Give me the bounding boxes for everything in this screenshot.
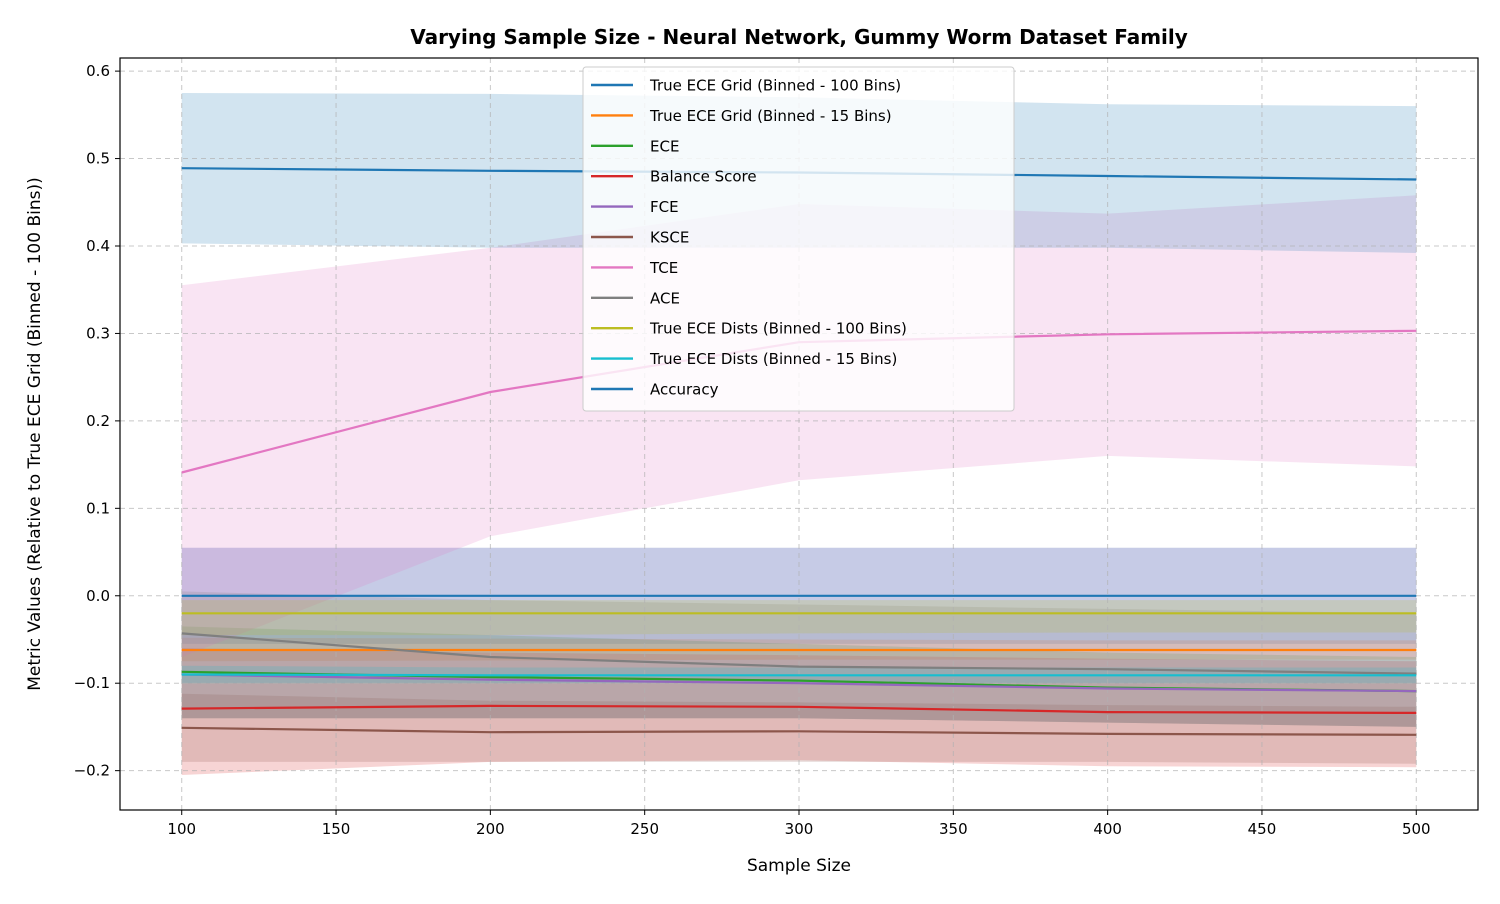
y-axis-label: Metric Values (Relative to True ECE Grid… [25, 177, 45, 691]
legend-label-0: True ECE Grid (Binned - 100 Bins) [649, 77, 901, 95]
series-line-4 [181, 673, 1417, 693]
y-tick-label-7: 0.5 [86, 150, 110, 168]
series-line-9 [181, 673, 1417, 677]
x-tick-label-8: 500 [1402, 820, 1431, 838]
x-tick-label-5: 350 [939, 820, 968, 838]
x-tick-label-3: 250 [630, 820, 659, 838]
legend-box [582, 66, 1015, 412]
legend-label-5: KSCE [650, 229, 689, 247]
legend-label-2: ECE [650, 137, 679, 155]
series-lines [181, 167, 1417, 736]
x-axis-ticks: 100 150 200 250 300 350 400 450 500 [167, 810, 1431, 838]
y-tick-label-2: 0.0 [86, 587, 110, 605]
legend: True ECE Grid (Binned - 100 Bins) True EC… [582, 66, 1015, 412]
x-tick-label-6: 400 [1093, 820, 1122, 838]
legend-label-9: True ECE Dists (Binned - 15 Bins) [649, 350, 897, 368]
series-line-7 [181, 632, 1417, 675]
series-line-5 [181, 726, 1417, 736]
series-line-3 [181, 704, 1417, 715]
legend-label-1: True ECE Grid (Binned - 15 Bins) [649, 107, 892, 125]
y-tick-label-5: 0.3 [86, 324, 110, 342]
y-tick-label-0: −0.2 [74, 762, 110, 780]
legend-label-7: ACE [650, 289, 680, 307]
legend-label-4: FCE [650, 198, 679, 216]
legend-label-3: Balance Score [650, 168, 757, 186]
y-tick-label-4: 0.2 [86, 412, 110, 430]
x-tick-label-2: 200 [476, 820, 505, 838]
y-tick-label-6: 0.4 [86, 237, 110, 255]
legend-label-8: True ECE Dists (Binned - 100 Bins) [649, 320, 907, 338]
x-tick-label-0: 100 [167, 820, 196, 838]
y-axis-ticks: −0.2 −0.1 0.0 0.1 0.2 0.3 0.4 0.5 0.6 [74, 62, 120, 780]
legend-label-6: TCE [649, 259, 678, 277]
x-tick-label-4: 300 [785, 820, 814, 838]
y-tick-label-8: 0.6 [86, 62, 110, 80]
chart-title: Varying Sample Size - Neural Network, Gu… [410, 25, 1188, 49]
x-tick-label-7: 450 [1248, 820, 1277, 838]
y-tick-label-3: 0.1 [86, 499, 110, 517]
legend-label-10: Accuracy [650, 381, 719, 399]
x-tick-label-1: 150 [322, 820, 351, 838]
x-axis-label: Sample Size [747, 856, 851, 876]
y-tick-label-1: −0.1 [74, 674, 110, 692]
